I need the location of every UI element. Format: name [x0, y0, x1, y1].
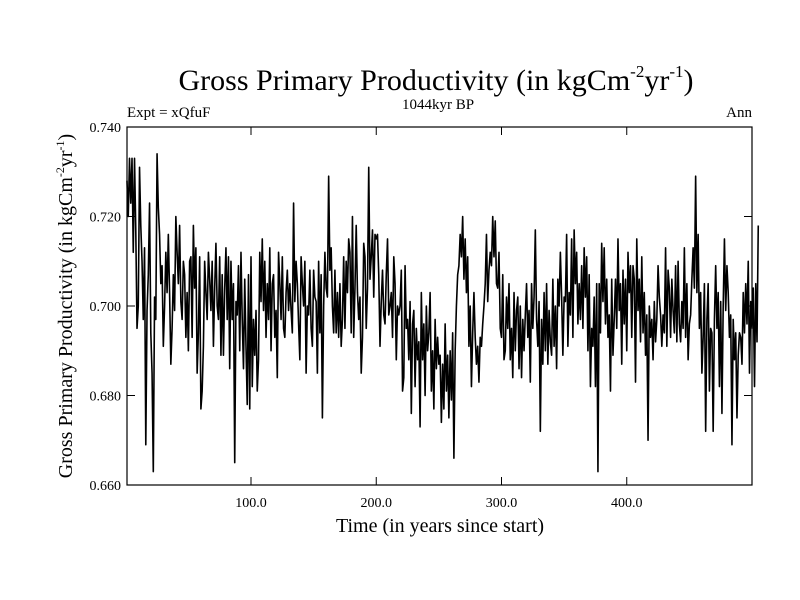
period-label: 1044kyr BP: [402, 97, 474, 113]
x-tick-label: 300.0: [486, 496, 518, 511]
y-tick-label: 0.660: [90, 479, 122, 494]
x-axis-label: Time (in years since start): [336, 515, 544, 537]
series-line: [126, 153, 760, 473]
y-tick-label: 0.700: [90, 300, 122, 315]
season-label: Ann: [726, 105, 752, 121]
y-tick-label: 0.720: [90, 211, 122, 226]
x-tick-label: 100.0: [235, 496, 267, 511]
y-axis-label: Gross Primary Productivity (in kgCm-2yr-…: [53, 134, 77, 478]
x-tick-label: 400.0: [611, 496, 643, 511]
y-tick-label: 0.680: [90, 390, 122, 405]
experiment-label: Expt = xQfuF: [127, 105, 210, 121]
chart-title: Gross Primary Productivity (in kgCm-2yr-…: [179, 62, 694, 97]
y-tick-label: 0.740: [90, 121, 122, 136]
y-axis: 0.660 0.680 0.700 0.720 0.740: [90, 121, 752, 494]
x-axis: 100.0 200.0 300.0 400.0: [235, 127, 642, 511]
x-tick-label: 200.0: [360, 496, 392, 511]
